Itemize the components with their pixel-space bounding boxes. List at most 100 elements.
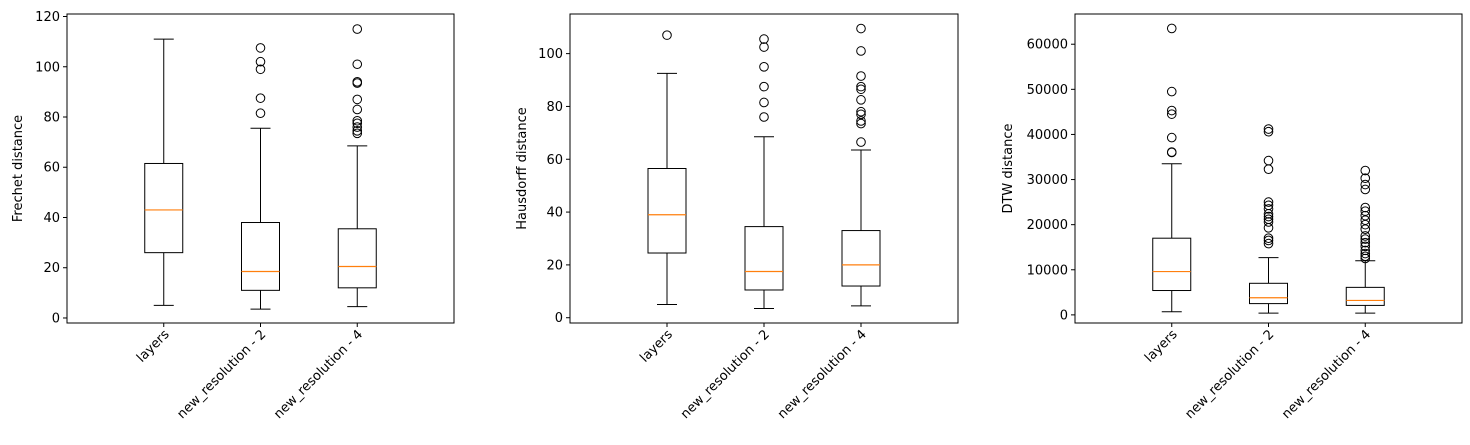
outlier-point xyxy=(352,24,363,34)
outlier-point xyxy=(1360,231,1371,241)
y-tick-label: 120 xyxy=(35,10,60,25)
outlier-point xyxy=(1360,251,1371,262)
outlier-point xyxy=(255,64,266,75)
outlier-point xyxy=(255,56,266,67)
x-tick-label: new_resolution - 4 xyxy=(775,327,870,422)
outlier-point xyxy=(856,109,866,120)
iqr-box xyxy=(841,230,881,287)
outlier-point xyxy=(1360,234,1371,244)
outlier-point xyxy=(1360,173,1371,183)
outlier-point xyxy=(1166,23,1177,34)
y-tick-label: 10000 xyxy=(1027,263,1068,278)
outlier-point xyxy=(1263,124,1274,134)
outlier-point xyxy=(1263,238,1274,249)
outlier-point xyxy=(352,104,363,115)
y-axis-label: Hausdorff distance xyxy=(515,107,530,229)
y-tick-label: 0 xyxy=(1060,308,1068,323)
box-new-resolution-4 xyxy=(337,24,377,308)
outlier-point xyxy=(255,43,266,53)
box-new-resolution-2 xyxy=(241,43,280,310)
outlier-point xyxy=(1360,165,1371,176)
outlier-point xyxy=(759,62,769,72)
x-tick-label: layers xyxy=(637,327,676,366)
outlier-point xyxy=(1166,132,1177,143)
outlier-point xyxy=(1263,126,1274,137)
outlier-point xyxy=(1166,105,1177,116)
outlier-point xyxy=(1166,147,1177,157)
outlier-point xyxy=(856,46,866,56)
outlier-point xyxy=(255,108,266,119)
outlier-point xyxy=(856,137,866,147)
y-tick-label: 20 xyxy=(43,261,60,276)
outlier-point xyxy=(352,77,363,87)
outlier-point xyxy=(352,128,363,139)
outlier-point xyxy=(1360,206,1371,216)
box-layers xyxy=(1152,23,1192,313)
y-tick-label: 50000 xyxy=(1027,83,1068,98)
outlier-point xyxy=(759,42,769,52)
outlier-point xyxy=(1360,241,1371,252)
outlier-point xyxy=(1360,184,1371,195)
outlier-point xyxy=(352,126,363,136)
outlier-point xyxy=(856,116,866,126)
outlier-point xyxy=(1360,202,1371,213)
outlier-point xyxy=(352,94,363,105)
outlier-point xyxy=(856,84,866,95)
outlier-point xyxy=(759,34,769,44)
outlier-point xyxy=(1360,248,1371,259)
y-tick-label: 40 xyxy=(546,206,563,221)
iqr-box xyxy=(144,162,184,254)
x-tick-label: new_resolution - 4 xyxy=(1279,327,1374,422)
outlier-point xyxy=(1360,237,1371,248)
y-tick-label: 60000 xyxy=(1027,38,1068,53)
iqr-box xyxy=(1249,282,1288,305)
outlier-point xyxy=(1263,204,1274,214)
x-tick-label: new_resolution - 2 xyxy=(678,327,773,422)
iqr-box xyxy=(1345,286,1385,306)
box-new-resolution-4 xyxy=(841,23,881,307)
box-new-resolution-2 xyxy=(744,34,784,309)
box-layers xyxy=(647,30,687,306)
outlier-point xyxy=(759,97,769,108)
axes-frame xyxy=(569,13,959,324)
outlier-point xyxy=(856,23,866,34)
y-tick-label: 20000 xyxy=(1027,218,1068,233)
outlier-point xyxy=(856,106,866,117)
box-new-resolution-4 xyxy=(1345,165,1385,314)
outlier-point xyxy=(1263,211,1274,222)
iqr-box xyxy=(241,222,280,291)
y-tick-label: 30000 xyxy=(1027,173,1068,188)
box-layers xyxy=(144,38,184,306)
outlier-point xyxy=(1263,235,1274,246)
y-tick-label: 60 xyxy=(43,161,60,176)
x-tick-label: new_resolution - 4 xyxy=(271,327,366,422)
outlier-point xyxy=(1360,179,1371,190)
outlier-point xyxy=(352,59,363,70)
outlier-point xyxy=(856,118,866,129)
iqr-box xyxy=(744,226,784,291)
y-axis-label: Frechet distance xyxy=(11,115,26,222)
iqr-box xyxy=(337,228,377,289)
iqr-box xyxy=(1152,237,1192,292)
outlier-point xyxy=(759,81,769,92)
outlier-point xyxy=(1360,245,1371,256)
outlier-point xyxy=(856,95,866,105)
y-tick-label: 80 xyxy=(43,111,60,126)
outlier-point xyxy=(1263,164,1274,174)
y-tick-label: 0 xyxy=(52,311,60,326)
y-tick-label: 40 xyxy=(43,211,60,226)
y-tick-label: 100 xyxy=(538,47,563,62)
subplot-3: 0 10000 20000 30000 40000 50000 60000 DTW dista… xyxy=(1001,13,1463,422)
x-tick-label: layers xyxy=(1142,327,1181,366)
outlier-point xyxy=(856,81,866,92)
outlier-point xyxy=(1166,86,1177,97)
y-tick-label: 80 xyxy=(546,100,563,115)
outlier-point xyxy=(662,30,672,40)
outlier-point xyxy=(1263,214,1274,225)
y-tick-label: 40000 xyxy=(1027,128,1068,143)
y-tick-label: 20 xyxy=(546,258,563,273)
y-tick-label: 60 xyxy=(546,153,563,168)
outlier-point xyxy=(1263,200,1274,211)
